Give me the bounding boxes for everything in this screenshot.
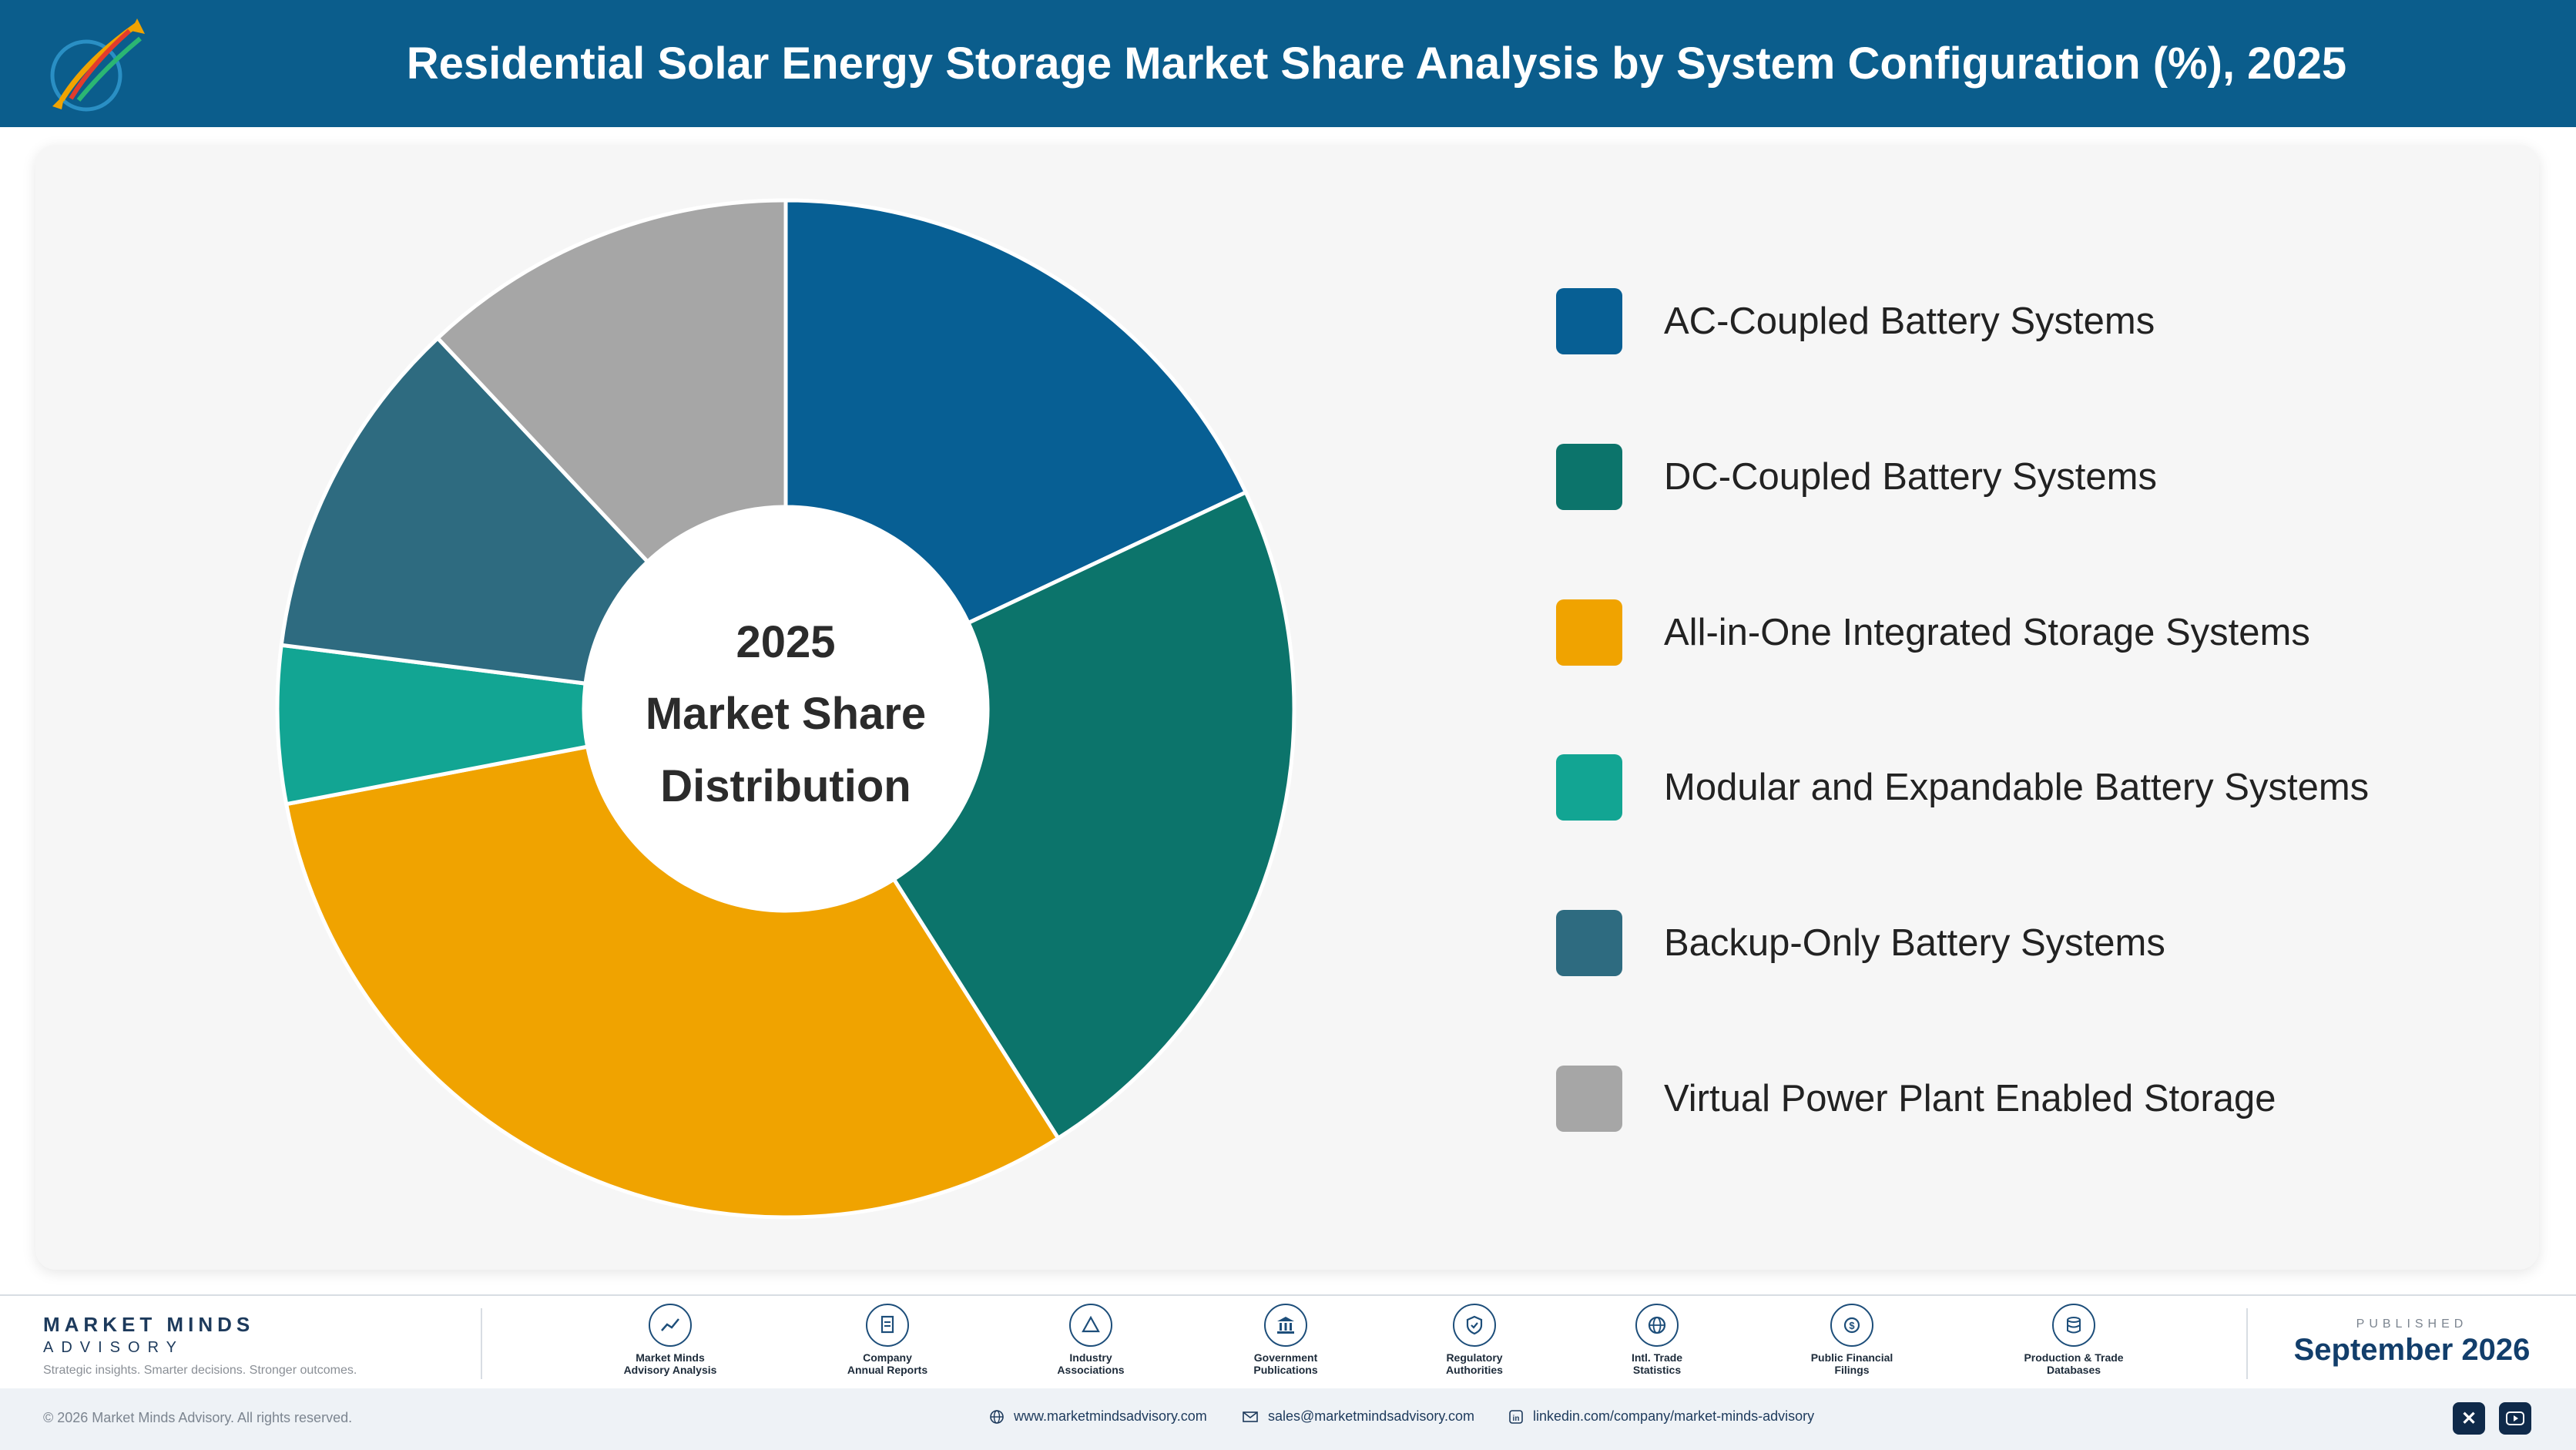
copyright-text: © 2026 Market Minds Advisory. All rights… [43,1410,353,1425]
legend-label: Virtual Power Plant Enabled Storage [1664,1078,2276,1119]
source-label: Market Minds Advisory Analysis [623,1351,717,1376]
source-trade-statistics: Intl. Trade Statistics [1572,1304,1742,1376]
document-icon [866,1304,909,1347]
source-company-reports: Company Annual Reports [803,1304,972,1376]
brand-sub: ADVISORY [43,1339,184,1356]
legend-item-backup-only: Backup-Only Battery Systems [1556,908,2165,978]
legend-swatch [1556,288,1622,354]
trend-line-icon [649,1304,692,1347]
logo-icon [50,18,145,112]
brand-name: MARKET MINDS [43,1313,255,1336]
source-label: Regulatory Authorities [1446,1351,1503,1376]
brand-tagline: Strategic insights. Smarter decisions. S… [43,1364,357,1377]
legend-swatch [1556,754,1622,821]
website-link[interactable]: www.marketmindsadvisory.com [989,1408,1207,1425]
x-icon[interactable]: ✕ [2453,1402,2485,1435]
source-industry-associations: Industry Associations [1006,1304,1176,1376]
source-government: Government Publications [1201,1304,1370,1376]
linkedin-link[interactable]: in linkedin.com/company/market-minds-adv… [1508,1408,1814,1425]
divider [2246,1308,2248,1379]
legend-label: AC-Coupled Battery Systems [1664,300,2155,342]
bottom-bar: © 2026 Market Minds Advisory. All rights… [0,1388,2576,1450]
youtube-icon[interactable] [2499,1402,2531,1435]
legend-swatch [1556,1066,1622,1132]
source-label: Government Publications [1253,1351,1318,1376]
email-text: sales@marketmindsadvisory.com [1268,1408,1475,1424]
legend-swatch [1556,444,1622,510]
published-label: PUBLISHED [2356,1317,2468,1331]
source-label: Production & Trade Databases [2024,1351,2124,1376]
svg-text:in: in [1513,1415,1520,1423]
center-label-year: 2025 [736,617,836,667]
database-icon [2052,1304,2095,1347]
website-text: www.marketmindsadvisory.com [1014,1408,1207,1424]
government-building-icon [1264,1304,1307,1347]
svg-text:$: $ [1849,1320,1855,1331]
globe-icon [990,1409,1004,1424]
center-label-line3: Distribution [660,761,911,811]
divider [481,1308,482,1379]
shield-check-icon [1453,1304,1496,1347]
legend-item-ac-coupled: AC-Coupled Battery Systems [1556,287,2155,356]
footer: MARKET MINDS ADVISORY Strategic insights… [0,1294,2576,1388]
email-link[interactable]: sales@marketmindsadvisory.com [1242,1408,1474,1425]
currency-icon: $ [1830,1304,1873,1347]
donut-center [584,507,988,911]
legend-swatch [1556,599,1622,666]
globe-icon [1635,1304,1679,1347]
legend-label: All-in-One Integrated Storage Systems [1664,612,2310,653]
legend-swatch [1556,910,1622,976]
legend-label: Modular and Expandable Battery Systems [1664,767,2370,808]
source-label: Company Annual Reports [847,1351,928,1376]
source-label: Intl. Trade Statistics [1631,1351,1683,1376]
source-production-databases: Production & Trade Databases [1989,1304,2158,1376]
legend-item-vpp: Virtual Power Plant Enabled Storage [1556,1064,2276,1133]
legend-item-modular: Modular and Expandable Battery Systems [1556,753,2369,822]
mail-icon [1243,1411,1258,1422]
source-label: Industry Associations [1057,1351,1125,1376]
source-label: Public Financial Filings [1810,1351,1893,1376]
center-label-line2: Market Share [645,689,927,739]
published-date: September 2026 [2293,1333,2531,1367]
network-icon [1069,1304,1112,1347]
header-bar: Residential Solar Energy Storage Market … [0,0,2576,127]
linkedin-text: linkedin.com/company/market-minds-adviso… [1533,1408,1815,1424]
legend-label: DC-Coupled Battery Systems [1664,456,2157,498]
source-regulatory: Regulatory Authorities [1390,1304,1559,1376]
source-market-minds: Market Minds Advisory Analysis [585,1304,755,1376]
page-title: Residential Solar Energy Storage Market … [406,39,2347,89]
legend-item-all-in-one: All-in-One Integrated Storage Systems [1556,598,2310,667]
legend-label: Backup-Only Battery Systems [1664,922,2165,964]
donut-chart [277,200,1294,1217]
legend-item-dc-coupled: DC-Coupled Battery Systems [1556,442,2157,512]
source-financial-filings: $ Public Financial Filings [1767,1304,1937,1376]
linkedin-icon: in [1509,1409,1523,1424]
